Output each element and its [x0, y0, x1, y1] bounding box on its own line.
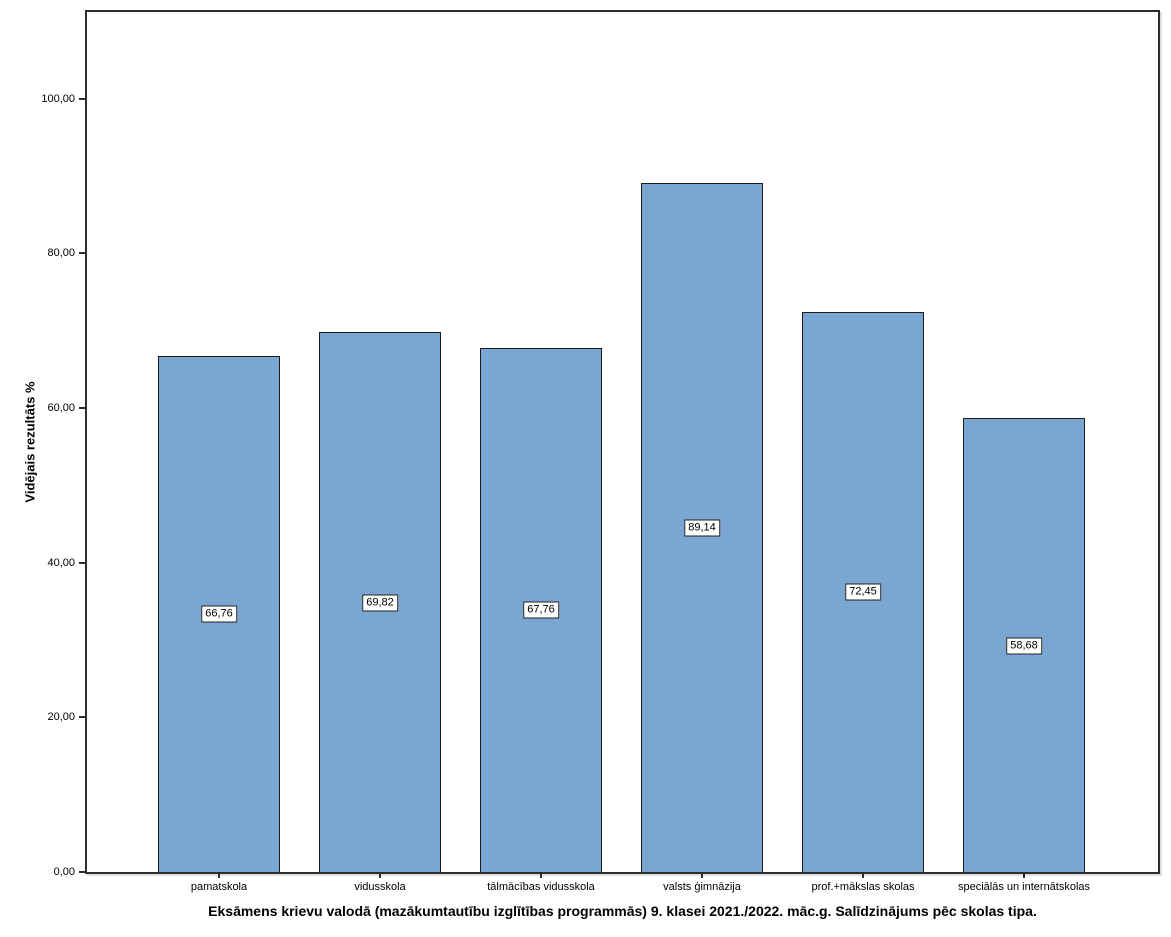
category-label: speciālās un internātskolas — [957, 881, 1091, 893]
bar-value-label: 66,76 — [201, 605, 237, 623]
y-tick — [79, 252, 87, 255]
category-label: valsts ģimnāzija — [663, 881, 741, 893]
y-tick-label: 80,00 — [47, 247, 75, 260]
x-tick — [862, 872, 864, 878]
x-tick — [379, 872, 381, 878]
bar-value-label: 58,68 — [1006, 637, 1042, 655]
y-tick — [79, 716, 87, 719]
category-label: prof.+mākslas skolas — [811, 881, 915, 893]
bar: 89,14 — [641, 182, 763, 872]
y-tick-label: 60,00 — [47, 401, 75, 414]
x-tick — [1023, 872, 1025, 878]
y-tick — [79, 406, 87, 409]
category-label: vidusskola — [354, 881, 406, 893]
y-tick-label: 0,00 — [53, 866, 75, 878]
category-label: tālmācības vidusskola — [487, 881, 595, 893]
bar-value-label: 67,76 — [523, 601, 559, 619]
y-tick-label: 100,00 — [41, 92, 75, 105]
bar-value-label: 69,82 — [362, 594, 398, 612]
y-tick-label: 40,00 — [47, 556, 75, 569]
bar: 69,82 — [319, 332, 441, 872]
chart-title: Eksāmens krievu valodā (mazākumtautību i… — [208, 903, 1037, 919]
x-tick — [701, 872, 703, 878]
bar-value-label: 72,45 — [845, 583, 881, 601]
y-tick — [79, 561, 87, 564]
y-tick — [79, 97, 87, 100]
plot-area: 0,00 20,00 40,00 60,00 80,00 100,00 66,7… — [41, 10, 1160, 893]
y-axis-title-wrap: Vidējais rezultāts % — [0, 10, 60, 874]
x-tick — [540, 872, 542, 878]
bar: 66,76 — [158, 355, 280, 872]
y-tick — [79, 871, 87, 873]
bar: 67,76 — [480, 347, 602, 872]
bar: 58,68 — [963, 418, 1085, 872]
bar: 72,45 — [802, 311, 924, 872]
y-axis-title: Vidējais rezultāts % — [22, 381, 38, 503]
category-label: pamatskola — [190, 881, 248, 893]
x-tick — [218, 872, 220, 878]
bar-value-label: 89,14 — [684, 519, 720, 537]
y-tick-label: 20,00 — [47, 711, 75, 724]
